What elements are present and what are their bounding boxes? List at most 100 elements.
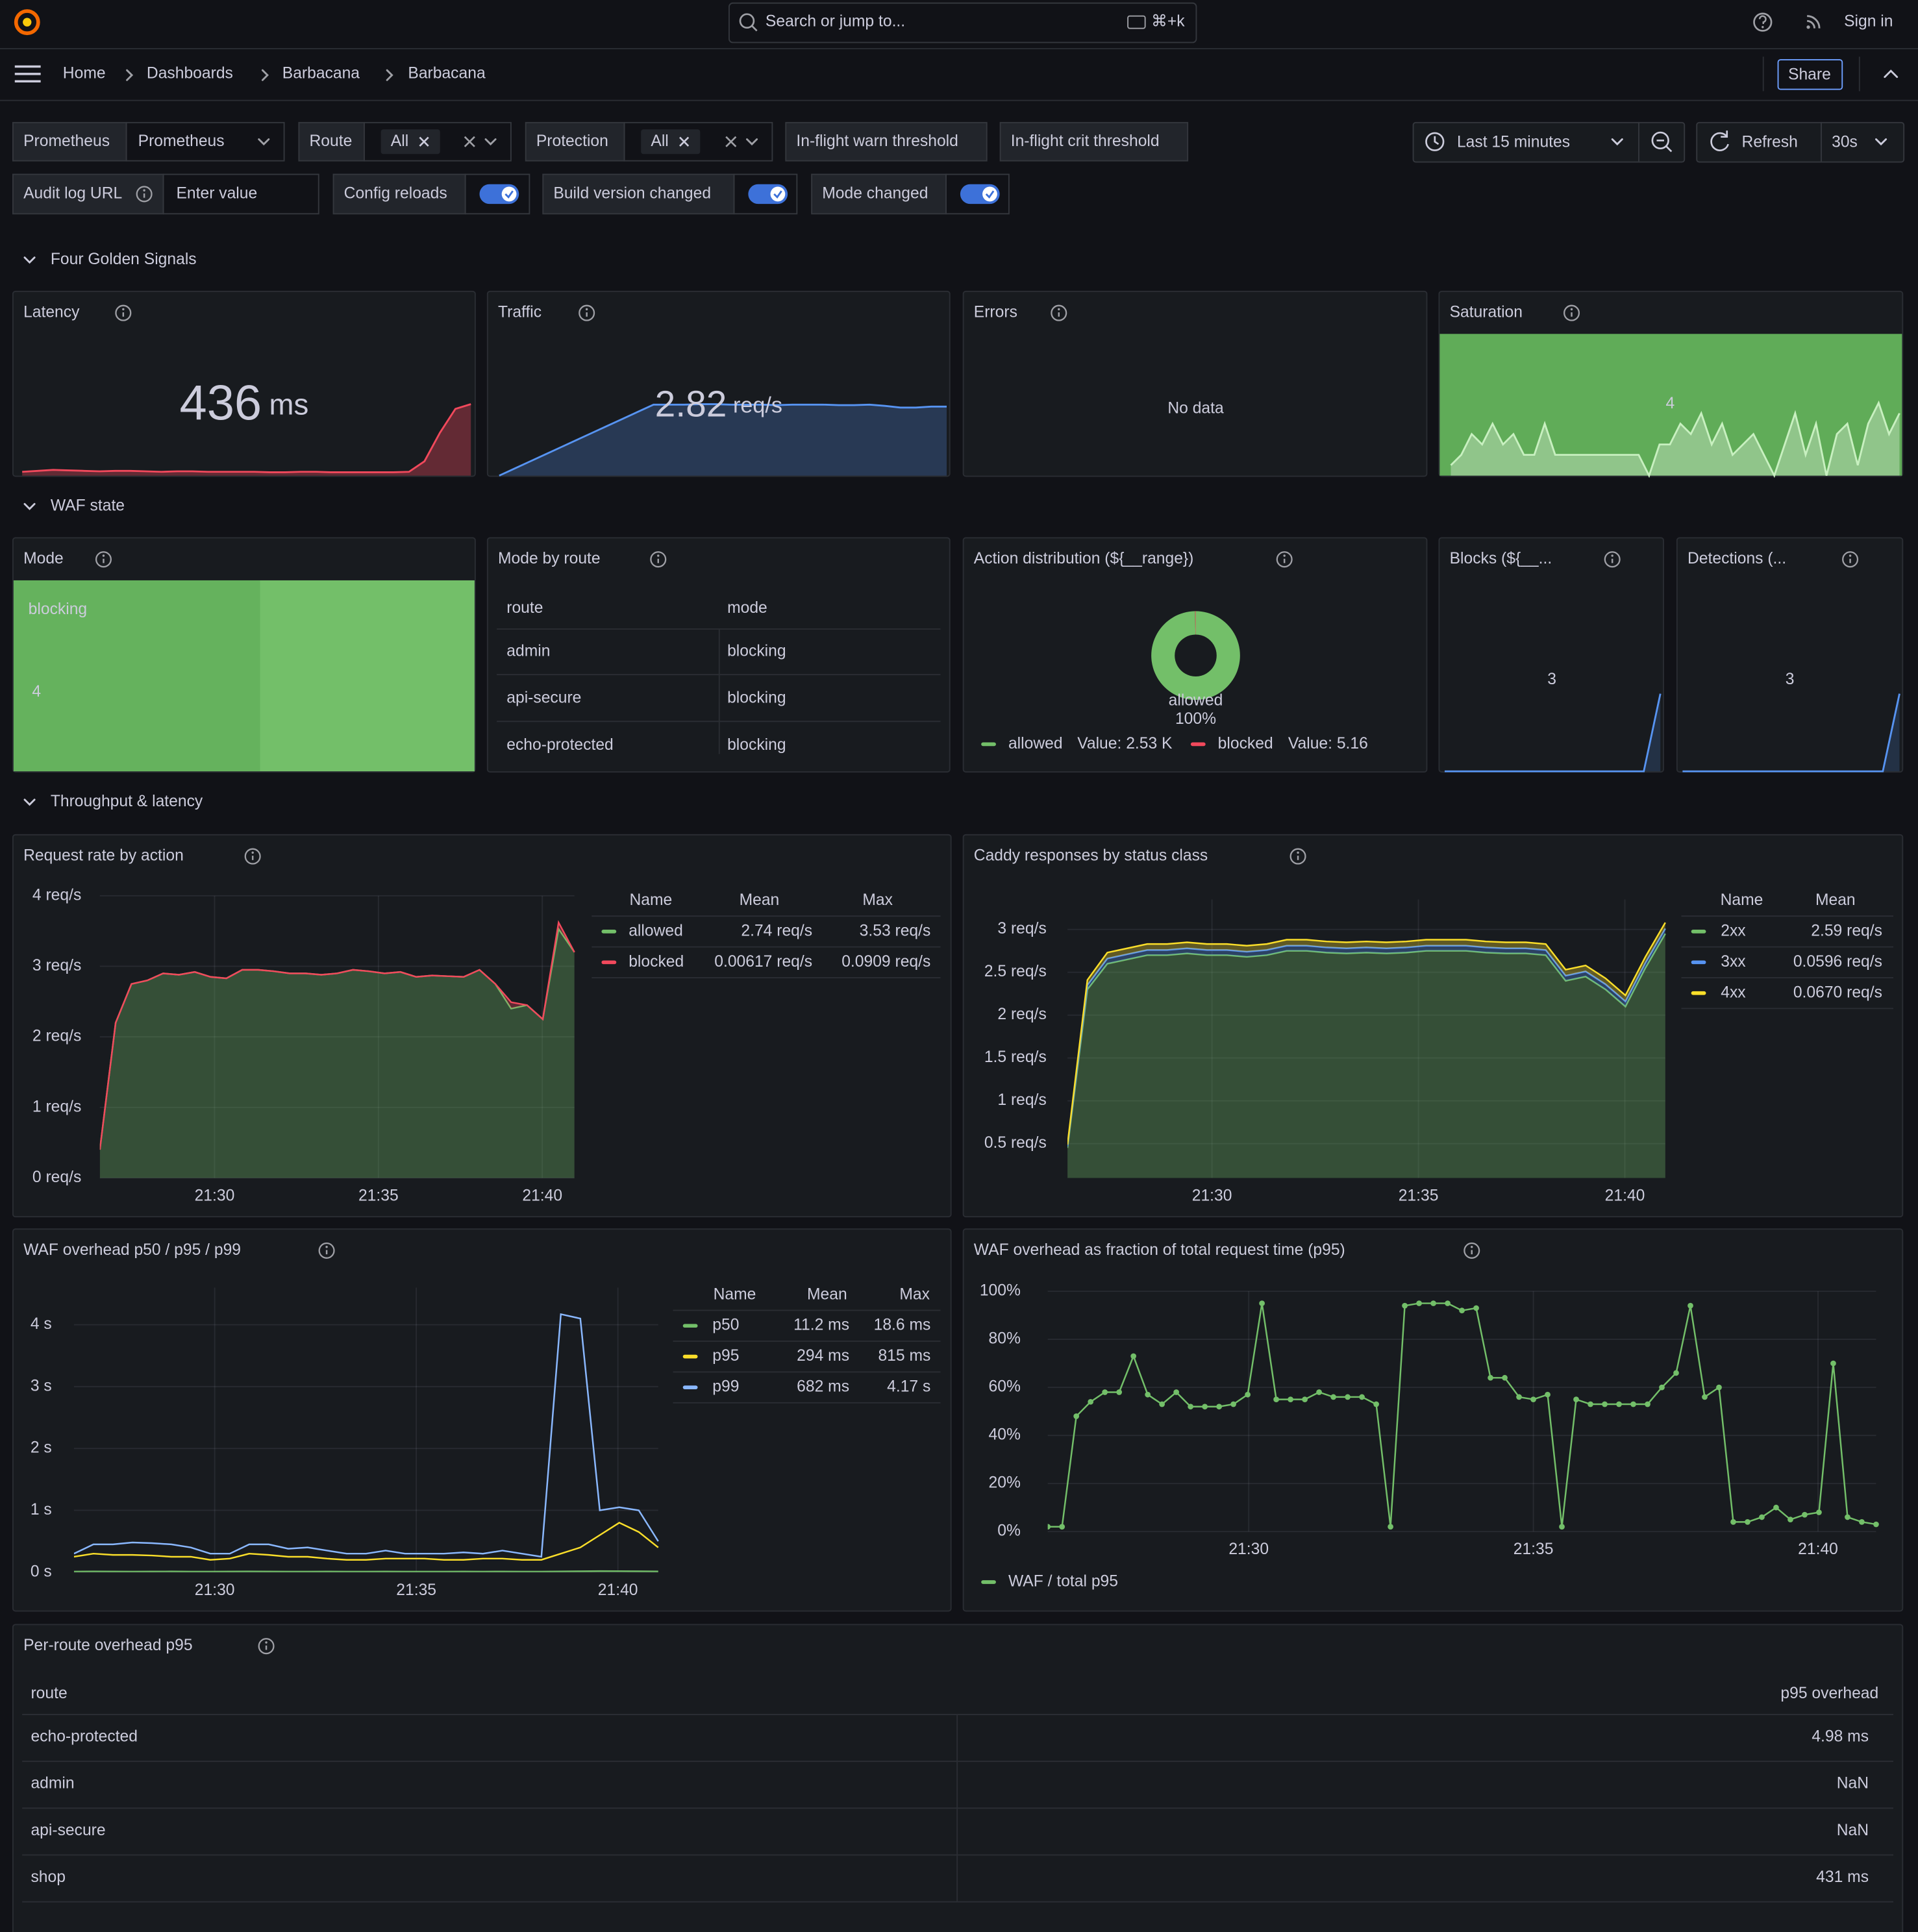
toggle-check (504, 190, 514, 199)
data-point (1588, 1401, 1593, 1407)
plot-area (1067, 922, 1666, 1178)
series-area (99, 928, 575, 1178)
variable-label-box (542, 173, 735, 215)
panel (962, 834, 1904, 1218)
info-circle (579, 304, 595, 321)
info-dot (143, 189, 145, 192)
variable-label: Mode changed (822, 184, 928, 202)
data-point (1188, 1404, 1194, 1410)
sign-in[interactable]: Sign in (1844, 13, 1893, 31)
info-icon (1842, 551, 1859, 568)
panel (12, 1228, 952, 1612)
x-tick-label: 21:40 (522, 1187, 562, 1204)
toggle-check (985, 190, 995, 199)
news-icon[interactable] (1806, 15, 1821, 29)
logo-core (23, 18, 32, 27)
sparkline-area (499, 404, 947, 476)
stat-unit: ms (269, 388, 309, 421)
legend-value: Value: 2.53 K (1077, 735, 1173, 752)
data-point (1673, 1370, 1679, 1376)
y-tick-label: 20% (989, 1474, 1021, 1492)
row-chevron (23, 502, 36, 510)
time-range-picker[interactable] (1412, 121, 1686, 163)
legend-name: p95 (712, 1347, 739, 1365)
x-tick-label: 21:35 (396, 1581, 436, 1599)
variable-input[interactable] (162, 173, 319, 215)
search-shortcut: ⌘+k (1151, 13, 1185, 31)
row-title[interactable]: WAF state (51, 497, 125, 515)
stat-number: 3 (1786, 671, 1795, 688)
stat-text: blocking (29, 601, 87, 618)
legend-header: Name (1721, 891, 1763, 909)
pie-percent: 100% (1175, 710, 1216, 728)
data-point (1545, 1391, 1551, 1398)
data-point (1802, 1511, 1808, 1518)
data-point (1559, 1524, 1565, 1530)
panel-title: Request rate by action (23, 847, 184, 865)
panel (962, 1228, 1904, 1612)
plot-area (1047, 1300, 1879, 1530)
legend-header: Name (714, 1285, 756, 1303)
pie-slice (1151, 611, 1240, 700)
row-title[interactable]: Throughput & latency (51, 793, 203, 810)
table-cell[interactable]: echo-protected (506, 736, 614, 754)
toggle-knob (770, 186, 786, 202)
info-dot (1058, 308, 1060, 311)
variable-input[interactable] (125, 121, 285, 162)
sparkline (22, 403, 471, 473)
table-cell[interactable]: shop (31, 1868, 65, 1886)
breadcrumb[interactable]: Dashboards (147, 64, 233, 82)
clock-hands (1434, 136, 1439, 145)
info-dot (1849, 554, 1852, 557)
stat-value: 436 ms (179, 375, 308, 430)
info-circle (1842, 551, 1859, 568)
refresh-interval: 30s (1832, 134, 1858, 151)
variable-value: All (391, 132, 408, 150)
breadcrumb-separator (386, 69, 393, 81)
panel-title: Latency (23, 304, 80, 321)
help-icon[interactable] (1753, 12, 1773, 32)
y-tick-label: 2 req/s (997, 1006, 1046, 1023)
row-title[interactable]: Four Golden Signals (51, 251, 197, 268)
table-cell[interactable]: api-secure (31, 1822, 105, 1839)
chevron (484, 138, 497, 146)
legend-header: Mean (807, 1285, 847, 1303)
legend-header: Mean (740, 891, 780, 909)
share-button[interactable] (1777, 59, 1843, 90)
legend-name: 3xx (1721, 953, 1746, 971)
clear-icon (725, 136, 737, 147)
sparkline (1682, 693, 1900, 773)
breadcrumb[interactable]: Barbacana (282, 64, 360, 82)
legend-swatch (1691, 960, 1706, 965)
search-box[interactable] (728, 2, 1197, 43)
legend-mean: 2.59 req/s (1811, 922, 1882, 939)
data-point (1659, 1384, 1665, 1391)
legend-mean: 11.2 ms (793, 1317, 849, 1334)
breadcrumb[interactable]: Home (63, 64, 106, 82)
legend-max: 0.0909 req/s (841, 953, 930, 971)
data-point (1716, 1384, 1722, 1391)
data-point (1445, 1300, 1451, 1306)
info-circle (650, 551, 667, 568)
table-cell[interactable]: admin (31, 1775, 74, 1792)
table-cell: blocking (727, 689, 786, 707)
panel-title: WAF overhead as fraction of total reques… (974, 1241, 1345, 1259)
table-cell[interactable]: api-secure (506, 689, 581, 707)
data-point (1130, 1353, 1137, 1359)
panel (12, 290, 476, 477)
legend-name: p99 (712, 1378, 739, 1396)
data-point (1145, 1391, 1151, 1398)
x-tick-label: 21:40 (598, 1581, 638, 1599)
table-cell[interactable]: admin (506, 643, 550, 660)
y-tick-label: 40% (989, 1426, 1021, 1444)
table-cell[interactable]: echo-protected (31, 1728, 138, 1746)
refresh-picker[interactable] (1696, 121, 1905, 163)
stat-value: 2.82 req/s (655, 383, 782, 425)
variable-label-box (999, 121, 1189, 162)
panel-title: Traffic (498, 304, 542, 321)
stat-number: 4 (1666, 395, 1675, 412)
breadcrumb-separator (261, 69, 269, 81)
x-tick-label: 21:40 (1798, 1541, 1838, 1558)
series-line (99, 920, 575, 1150)
legend-max: 815 ms (878, 1347, 930, 1365)
